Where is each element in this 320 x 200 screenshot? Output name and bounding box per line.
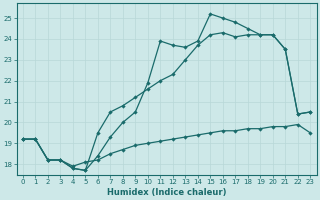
- X-axis label: Humidex (Indice chaleur): Humidex (Indice chaleur): [107, 188, 226, 197]
